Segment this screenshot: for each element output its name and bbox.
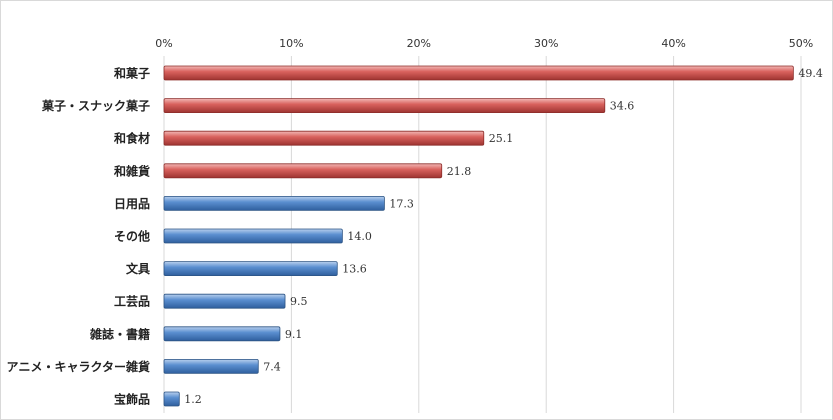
data-label: 21.8 (447, 165, 472, 178)
bar (163, 195, 385, 211)
category-label: 和菓子 (113, 66, 150, 81)
category-label: 和雑貨 (113, 163, 150, 178)
data-label: 7.4 (263, 360, 281, 373)
x-tick-label: 0% (155, 37, 172, 50)
bar (163, 358, 259, 374)
data-labels: 49.4 34.6 25.1 21.8 17.3 14.0 13.6 9.5 9.1 7.4 1.2 (184, 67, 823, 406)
bar (163, 65, 794, 81)
category-label: 和食材 (113, 131, 150, 146)
category-label: 菓子・スナック菓子 (41, 98, 150, 113)
bar (163, 98, 606, 113)
bar (163, 326, 281, 342)
data-label: 9.5 (290, 295, 308, 308)
data-label: 1.2 (184, 393, 202, 406)
category-label: 工芸品 (114, 294, 150, 309)
data-label: 49.4 (798, 67, 823, 80)
bar (163, 293, 286, 309)
category-label: アニメ・キャラクター雑貨 (6, 359, 150, 374)
bar (163, 163, 443, 179)
x-tick-label: 30% (534, 37, 558, 50)
bars (163, 65, 794, 407)
bar (163, 261, 338, 277)
bar (163, 228, 343, 244)
data-label: 34.6 (610, 100, 635, 113)
x-tick-label: 50% (789, 37, 813, 50)
category-label: 宝飾品 (114, 392, 150, 407)
bar (163, 391, 180, 407)
category-label: 日用品 (114, 197, 150, 211)
gridlines (163, 56, 802, 413)
data-label: 14.0 (347, 230, 372, 243)
category-label: 文具 (126, 261, 150, 276)
category-label: 雑誌・書籍 (89, 326, 150, 341)
x-tick-label: 40% (661, 37, 685, 50)
data-label: 17.3 (389, 197, 414, 210)
bar (163, 130, 485, 146)
x-tick-label: 10% (279, 37, 303, 50)
data-label: 13.6 (342, 263, 367, 276)
x-axis-ticks: 0% 10% 20% 30% 40% 50% (155, 37, 813, 50)
data-label: 25.1 (489, 132, 514, 145)
category-label: その他 (114, 229, 150, 244)
category-labels: 和菓子菓子・スナック菓子和食材和雑貨日用品その他文具工芸品雑誌・書籍アニメ・キャ… (6, 66, 150, 407)
x-tick-label: 20% (407, 37, 431, 50)
data-label: 9.1 (285, 328, 303, 341)
